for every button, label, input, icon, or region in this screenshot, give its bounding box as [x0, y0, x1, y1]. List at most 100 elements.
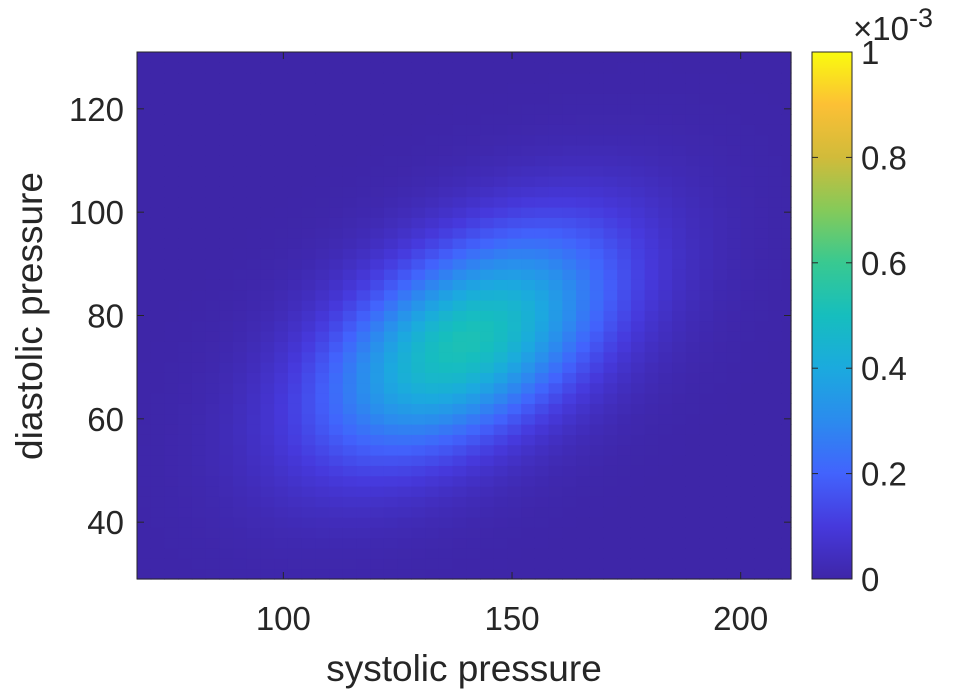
heatmap-cell: [493, 279, 509, 291]
heatmap-cell: [658, 403, 673, 415]
heatmap-cell: [713, 134, 728, 146]
heatmap-cell: [480, 227, 495, 239]
heatmap-cell: [274, 310, 289, 322]
heatmap-cell: [411, 52, 426, 63]
heatmap-cell: [562, 227, 577, 239]
heatmap-cell: [150, 434, 166, 446]
heatmap-cell: [219, 362, 234, 373]
heatmap-cell: [150, 548, 166, 559]
heatmap-cell: [301, 475, 316, 487]
heatmap-cell: [466, 186, 481, 198]
heatmap-cell: [603, 196, 618, 208]
heatmap-cell: [466, 568, 481, 580]
heatmap-cell: [287, 248, 303, 260]
heatmap-cell: [164, 424, 179, 435]
heatmap-cell: [191, 196, 207, 208]
heatmap-cell: [493, 496, 509, 508]
heatmap-cell: [685, 517, 701, 528]
heatmap-cell: [219, 393, 234, 404]
heatmap-cell: [768, 424, 783, 435]
heatmap-cell: [233, 289, 248, 301]
heatmap-cell: [507, 444, 522, 456]
heatmap-cell: [617, 362, 632, 373]
heatmap-cell: [630, 103, 646, 115]
heatmap-cell: [781, 289, 792, 301]
heatmap-cell: [205, 331, 220, 342]
heatmap-cell: [178, 558, 193, 570]
heatmap-cell: [685, 393, 701, 404]
heatmap-cell: [164, 568, 179, 580]
heatmap-cell: [205, 506, 220, 518]
heatmap-cell: [397, 434, 413, 446]
heatmap-cell: [191, 103, 207, 115]
heatmap-cell: [740, 165, 756, 177]
heatmap-cell: [480, 455, 495, 466]
heatmap-cell: [260, 165, 275, 177]
heatmap-cell: [356, 196, 371, 208]
heatmap-cell: [576, 114, 591, 125]
heatmap-cell: [521, 310, 536, 322]
heatmap-cell: [178, 124, 193, 136]
heatmap-cell: [178, 517, 193, 528]
heatmap-cell: [480, 527, 495, 539]
heatmap-cell: [576, 207, 591, 218]
heatmap-cell: [191, 331, 207, 342]
heatmap-cell: [603, 434, 618, 446]
heatmap-cell: [397, 413, 413, 425]
heatmap-cell: [562, 434, 577, 446]
heatmap-cell: [768, 248, 783, 260]
heatmap-cell: [164, 145, 179, 156]
heatmap-cell: [205, 62, 220, 74]
heatmap-cell: [370, 362, 385, 373]
heatmap-cell: [274, 134, 289, 146]
heatmap-cell: [534, 486, 550, 497]
heatmap-cell: [713, 351, 728, 363]
heatmap-cell: [685, 279, 701, 291]
heatmap-cell: [534, 558, 550, 570]
heatmap-cell: [287, 486, 303, 497]
heatmap-cell: [315, 351, 330, 363]
heatmap-cell: [260, 486, 275, 497]
heatmap-cell: [452, 300, 467, 311]
heatmap-cell: [315, 155, 330, 167]
heatmap-cell: [287, 145, 303, 156]
heatmap-cell: [507, 196, 522, 208]
heatmap-cell: [425, 83, 440, 94]
heatmap-cell: [781, 548, 792, 559]
heatmap-cell: [370, 114, 385, 125]
heatmap-cell: [534, 114, 550, 125]
heatmap-cell: [644, 496, 659, 508]
heatmap-cell: [356, 186, 371, 198]
heatmap-cell: [219, 52, 234, 63]
heatmap-cell: [672, 145, 687, 156]
heatmap-cell: [493, 72, 509, 84]
heatmap-cell: [480, 331, 495, 342]
heatmap-cell: [480, 351, 495, 363]
heatmap-cell: [603, 517, 618, 528]
heatmap-cell: [630, 393, 646, 404]
heatmap-cell: [329, 527, 344, 539]
heatmap-cell: [672, 279, 687, 291]
heatmap-cell: [411, 103, 426, 115]
heatmap-cell: [507, 382, 522, 394]
heatmap-cell: [630, 248, 646, 260]
heatmap-cell: [754, 496, 769, 508]
heatmap-cell: [726, 517, 742, 528]
heatmap-cell: [658, 227, 673, 239]
heatmap-cell: [301, 165, 316, 177]
heatmap-cell: [507, 258, 522, 270]
heatmap-cell: [562, 548, 577, 559]
heatmap-cell: [438, 72, 454, 84]
heatmap-cell: [507, 165, 522, 177]
heatmap-cell: [672, 134, 687, 146]
heatmap-cell: [370, 486, 385, 497]
heatmap-cell: [726, 134, 742, 146]
heatmap-cell: [754, 217, 769, 229]
heatmap-cell: [274, 517, 289, 528]
heatmap-cell: [329, 341, 344, 353]
heatmap-cell: [493, 465, 509, 477]
heatmap-cell: [233, 341, 248, 353]
heatmap-cell: [452, 475, 467, 487]
heatmap-cell: [617, 372, 632, 384]
heatmap-cell: [452, 413, 467, 425]
